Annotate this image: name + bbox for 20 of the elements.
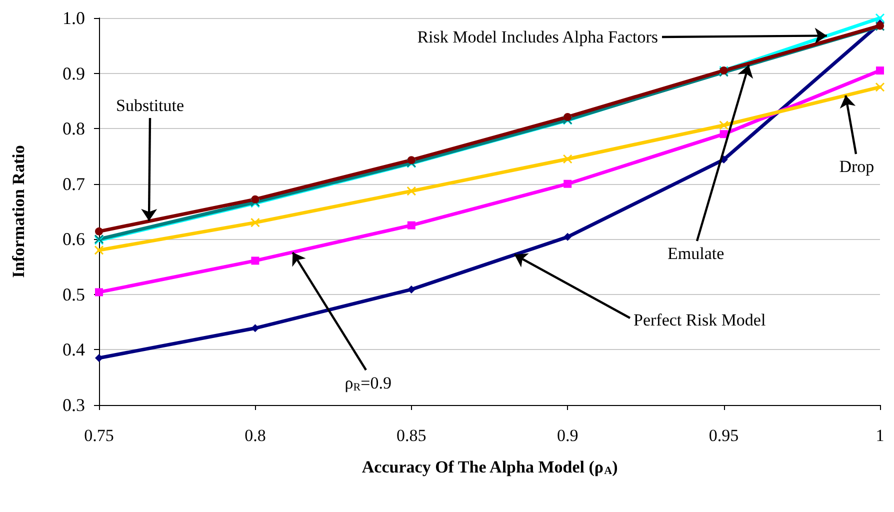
y-tick-label: 0.7 <box>62 174 85 194</box>
y-tick-label: 0.8 <box>62 118 85 139</box>
annotation: Risk Model Includes Alpha Factors <box>417 28 658 47</box>
y-tick-label: 0.4 <box>62 340 85 360</box>
x-tick-label: 0.95 <box>708 426 739 445</box>
y-axis-title: Information Ratio <box>9 145 28 278</box>
annotation: Perfect Risk Model <box>634 310 766 330</box>
y-tick-label: 0.5 <box>62 284 85 304</box>
x-tick-label: 0.8 <box>244 426 266 445</box>
x-tick-label: 1 <box>876 426 884 445</box>
y-tick-label: 0.3 <box>62 395 85 415</box>
annotation: Drop <box>839 156 874 176</box>
y-tick-label: 1.0 <box>62 8 85 28</box>
x-tick-label: 0.85 <box>396 426 426 445</box>
annotation: Substitute <box>116 96 184 115</box>
y-tick-label: 0.9 <box>62 63 85 84</box>
y-tick-label: 0.6 <box>62 229 85 250</box>
x-tick-label: 0.9 <box>556 426 578 445</box>
x-tick-label: 0.75 <box>84 426 114 445</box>
annotation: Emulate <box>668 244 724 263</box>
